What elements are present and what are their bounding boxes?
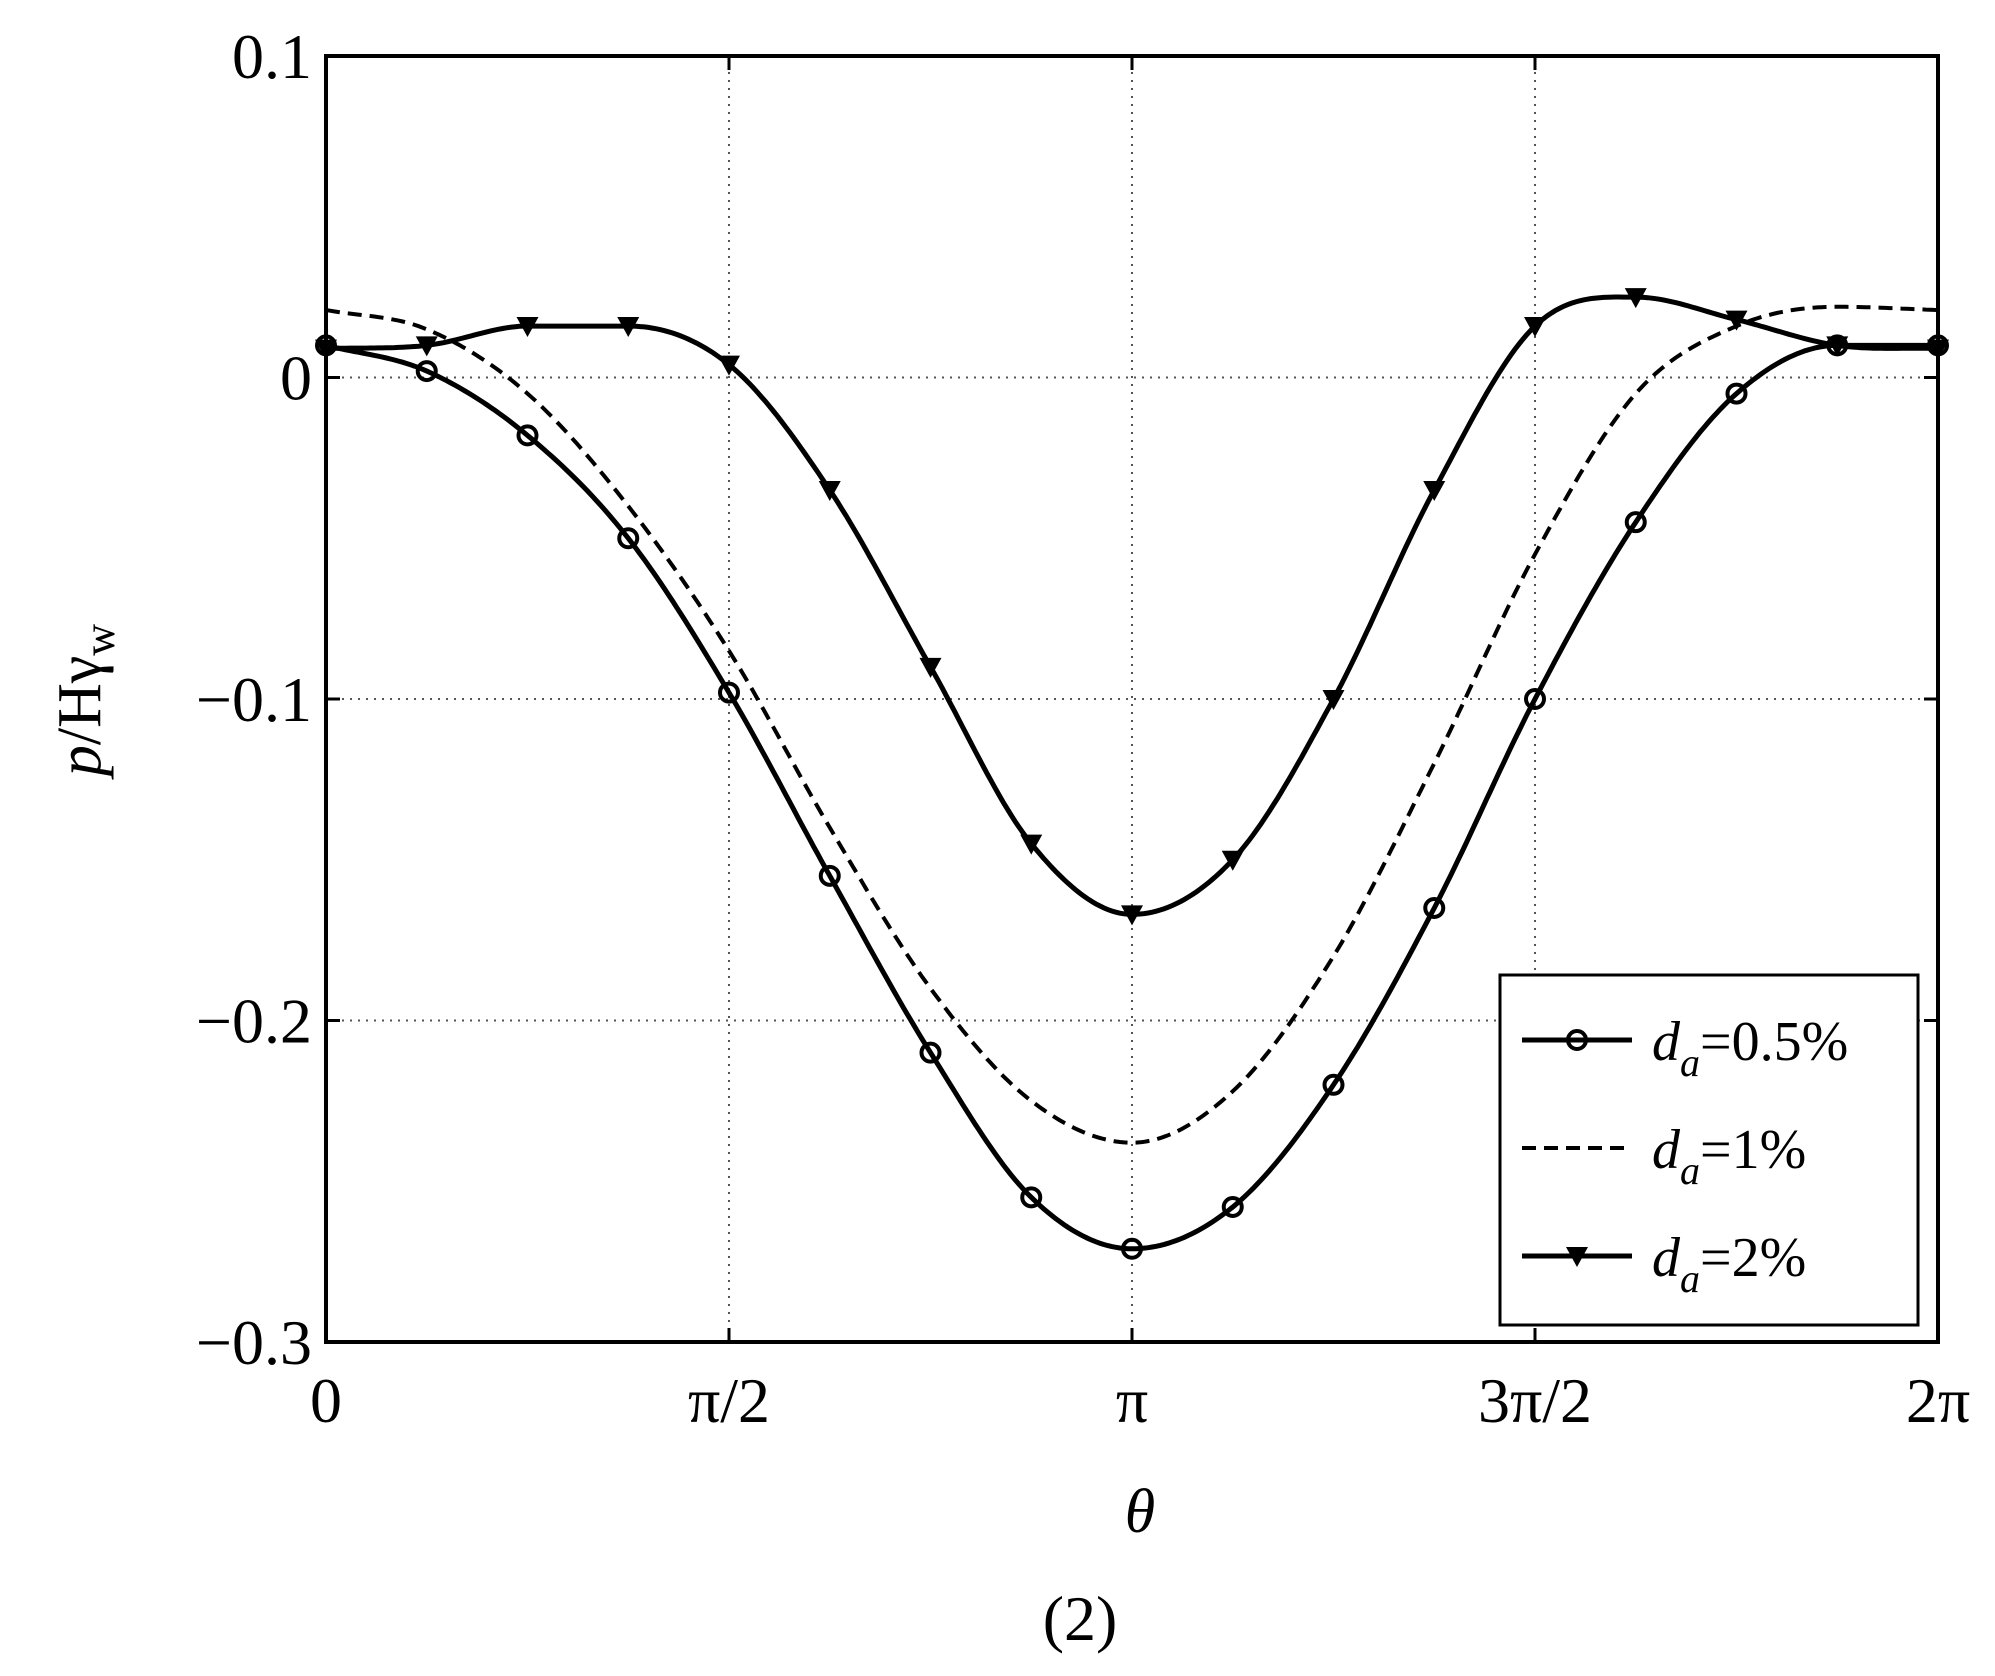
legend-items: da=0.5% da=1% da=2%	[1522, 1011, 1848, 1301]
y-tick-label: −0.1	[196, 664, 312, 735]
x-tick-label: 0	[310, 1365, 342, 1436]
legend-marker-triangle	[1566, 1247, 1588, 1267]
data-point-triangle	[1826, 336, 1849, 357]
y-tick-label: 0.1	[232, 21, 312, 92]
legend-marker-circle	[1566, 1029, 1588, 1051]
legend-label: da=1%	[1652, 1119, 1806, 1193]
data-point-circle	[1322, 1073, 1345, 1096]
data-point-circle	[516, 424, 539, 447]
data-point-triangle	[1121, 905, 1143, 926]
legend-label: da=0.5%	[1652, 1011, 1848, 1085]
data-point-circle	[1524, 688, 1546, 710]
data-point-triangle	[818, 481, 841, 502]
data-point-circle	[1624, 511, 1647, 534]
data-point-circle	[415, 360, 438, 383]
data-point-triangle	[1624, 288, 1647, 309]
legend: da=0.5% da=1% da=2%	[1498, 973, 1920, 1327]
data-point-triangle	[1725, 310, 1748, 331]
data-point-circle	[1423, 896, 1446, 919]
legend-label: da=2%	[1652, 1227, 1806, 1301]
data-point-triangle	[1423, 481, 1446, 502]
data-point-triangle	[617, 317, 640, 338]
y-axis-label-sub: w	[75, 624, 124, 656]
data-point-circle	[718, 681, 740, 704]
y-axis-label-main: p	[46, 745, 114, 780]
x-tick-label: 3π/2	[1478, 1365, 1592, 1436]
data-point-circle	[1020, 1186, 1043, 1209]
data-point-circle	[1221, 1195, 1244, 1218]
figure-label: (2)	[1043, 1583, 1118, 1654]
series-line-2	[325, 304, 1939, 1145]
data-point-circle	[1121, 1237, 1143, 1260]
y-axis-label: p/Hγw	[46, 624, 124, 780]
data-point-triangle	[1020, 834, 1043, 855]
data-point-triangle	[1221, 850, 1244, 871]
data-point-circle	[919, 1041, 942, 1064]
data-point-circle	[617, 527, 640, 550]
axis-ticks: 0 π/2 π 3π/2 2π 0.1 0 −0.1 −0.2 −0.3	[196, 21, 1970, 1436]
data-point-triangle	[718, 355, 740, 376]
x-tick-label: π	[1116, 1365, 1148, 1436]
y-axis-label-rest: /Hγ	[46, 656, 114, 745]
x-axis-label: θ	[1125, 1478, 1155, 1546]
data-point-triangle	[415, 336, 438, 357]
data-point-triangle	[516, 317, 539, 338]
data-point-triangle	[1524, 317, 1546, 338]
data-point-circle	[1725, 382, 1748, 405]
y-tick-label: 0	[280, 343, 312, 414]
data-point-circle	[818, 864, 841, 887]
x-tick-label: 2π	[1906, 1365, 1970, 1436]
series-layer	[315, 288, 1949, 1260]
series-line-1	[325, 342, 1938, 1252]
data-point-triangle	[1322, 690, 1345, 710]
y-tick-label: −0.3	[196, 1307, 312, 1378]
x-tick-label: π/2	[688, 1365, 770, 1436]
data-point-triangle	[919, 657, 942, 678]
y-tick-label: −0.2	[196, 986, 312, 1057]
